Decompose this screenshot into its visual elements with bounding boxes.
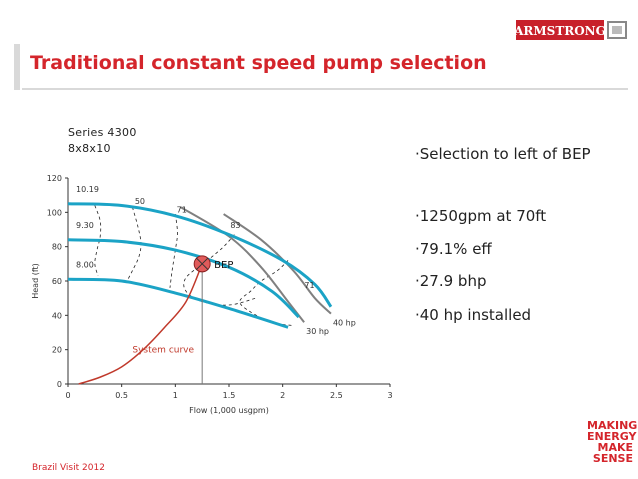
y-tick-label: 80 (52, 243, 62, 252)
operating-point-label: BEP (214, 260, 233, 271)
y-tick-label: 100 (47, 208, 62, 217)
y-tick-label: 20 (52, 346, 62, 355)
operating-point-cross (195, 257, 209, 271)
logo-mark (607, 21, 627, 39)
bullet-item: ·27.9 bhp (415, 272, 487, 290)
tagline: MAKING ENERGY MAKE SENSE (587, 419, 638, 465)
x-tick-label: 0 (65, 391, 70, 400)
tagline-line: SENSE (592, 452, 633, 465)
x-tick-label: 2 (280, 391, 285, 400)
efficiency-label: 83 (230, 221, 240, 230)
chart-series-title: Series 4300 (68, 126, 137, 139)
efficiency-dashed-curve (183, 234, 256, 306)
footer-text: Brazil Visit 2012 (32, 463, 105, 473)
title-divider (22, 88, 628, 90)
system-curve-line (78, 263, 203, 385)
efficiency-label: 71 (304, 281, 314, 290)
efficiency-dashed-curve (94, 205, 102, 276)
system-curve-label: System curve (132, 346, 194, 356)
page-title: Traditional constant speed pump selectio… (30, 52, 487, 74)
y-tick-label: 60 (52, 277, 62, 286)
y-tick-label: 120 (47, 174, 62, 183)
x-tick-label: 2.5 (330, 391, 343, 400)
impeller-curve-label: 8.00 (76, 260, 94, 269)
power-curve-label: 30 hp (306, 327, 329, 336)
impeller-curve-label: 9.30 (76, 221, 94, 230)
logo-text: ARMSTRONG (516, 24, 606, 38)
logo-box (516, 20, 604, 40)
x-tick-label: 1 (173, 391, 178, 400)
y-tick-label: 40 (52, 311, 62, 320)
power-curve-line (180, 206, 305, 323)
impeller-curve-line (67, 277, 289, 329)
efficiency-dashed-curve (126, 207, 142, 282)
armstrong-logo: ARMSTRONG (516, 20, 627, 40)
logo-mark-inner (612, 26, 622, 34)
y-tick-label: 0 (57, 380, 62, 389)
impeller-curve-line (67, 202, 333, 308)
bullet-item: ·1250gpm at 70ft (415, 207, 547, 225)
x-tick-label: 1.5 (223, 391, 236, 400)
power-curve-label: 40 hp (333, 319, 356, 328)
tagline-line: MAKING (587, 419, 638, 432)
x-axis-label: Flow (1,000 usgpm) (189, 406, 269, 415)
efficiency-label: 71 (177, 205, 187, 214)
power-curve-line (223, 213, 332, 315)
x-tick-label: 3 (387, 391, 392, 400)
chart-series-size: 8x8x10 (68, 142, 111, 155)
tagline-line: ENERGY (587, 430, 637, 443)
bullet-item: ·40 hp installed (415, 306, 532, 324)
bullet-item: ·Selection to left of BEP (415, 145, 591, 163)
y-axis-label: Head (ft) (31, 263, 40, 299)
impeller-curve-label: 10.19 (76, 185, 99, 194)
x-tick-label: 0.5 (115, 391, 128, 400)
bullet-item: ·79.1% eff (415, 240, 492, 258)
tagline-line: MAKE (597, 441, 634, 454)
efficiency-label: 50 (135, 197, 145, 206)
title-accent-bar (14, 44, 20, 90)
